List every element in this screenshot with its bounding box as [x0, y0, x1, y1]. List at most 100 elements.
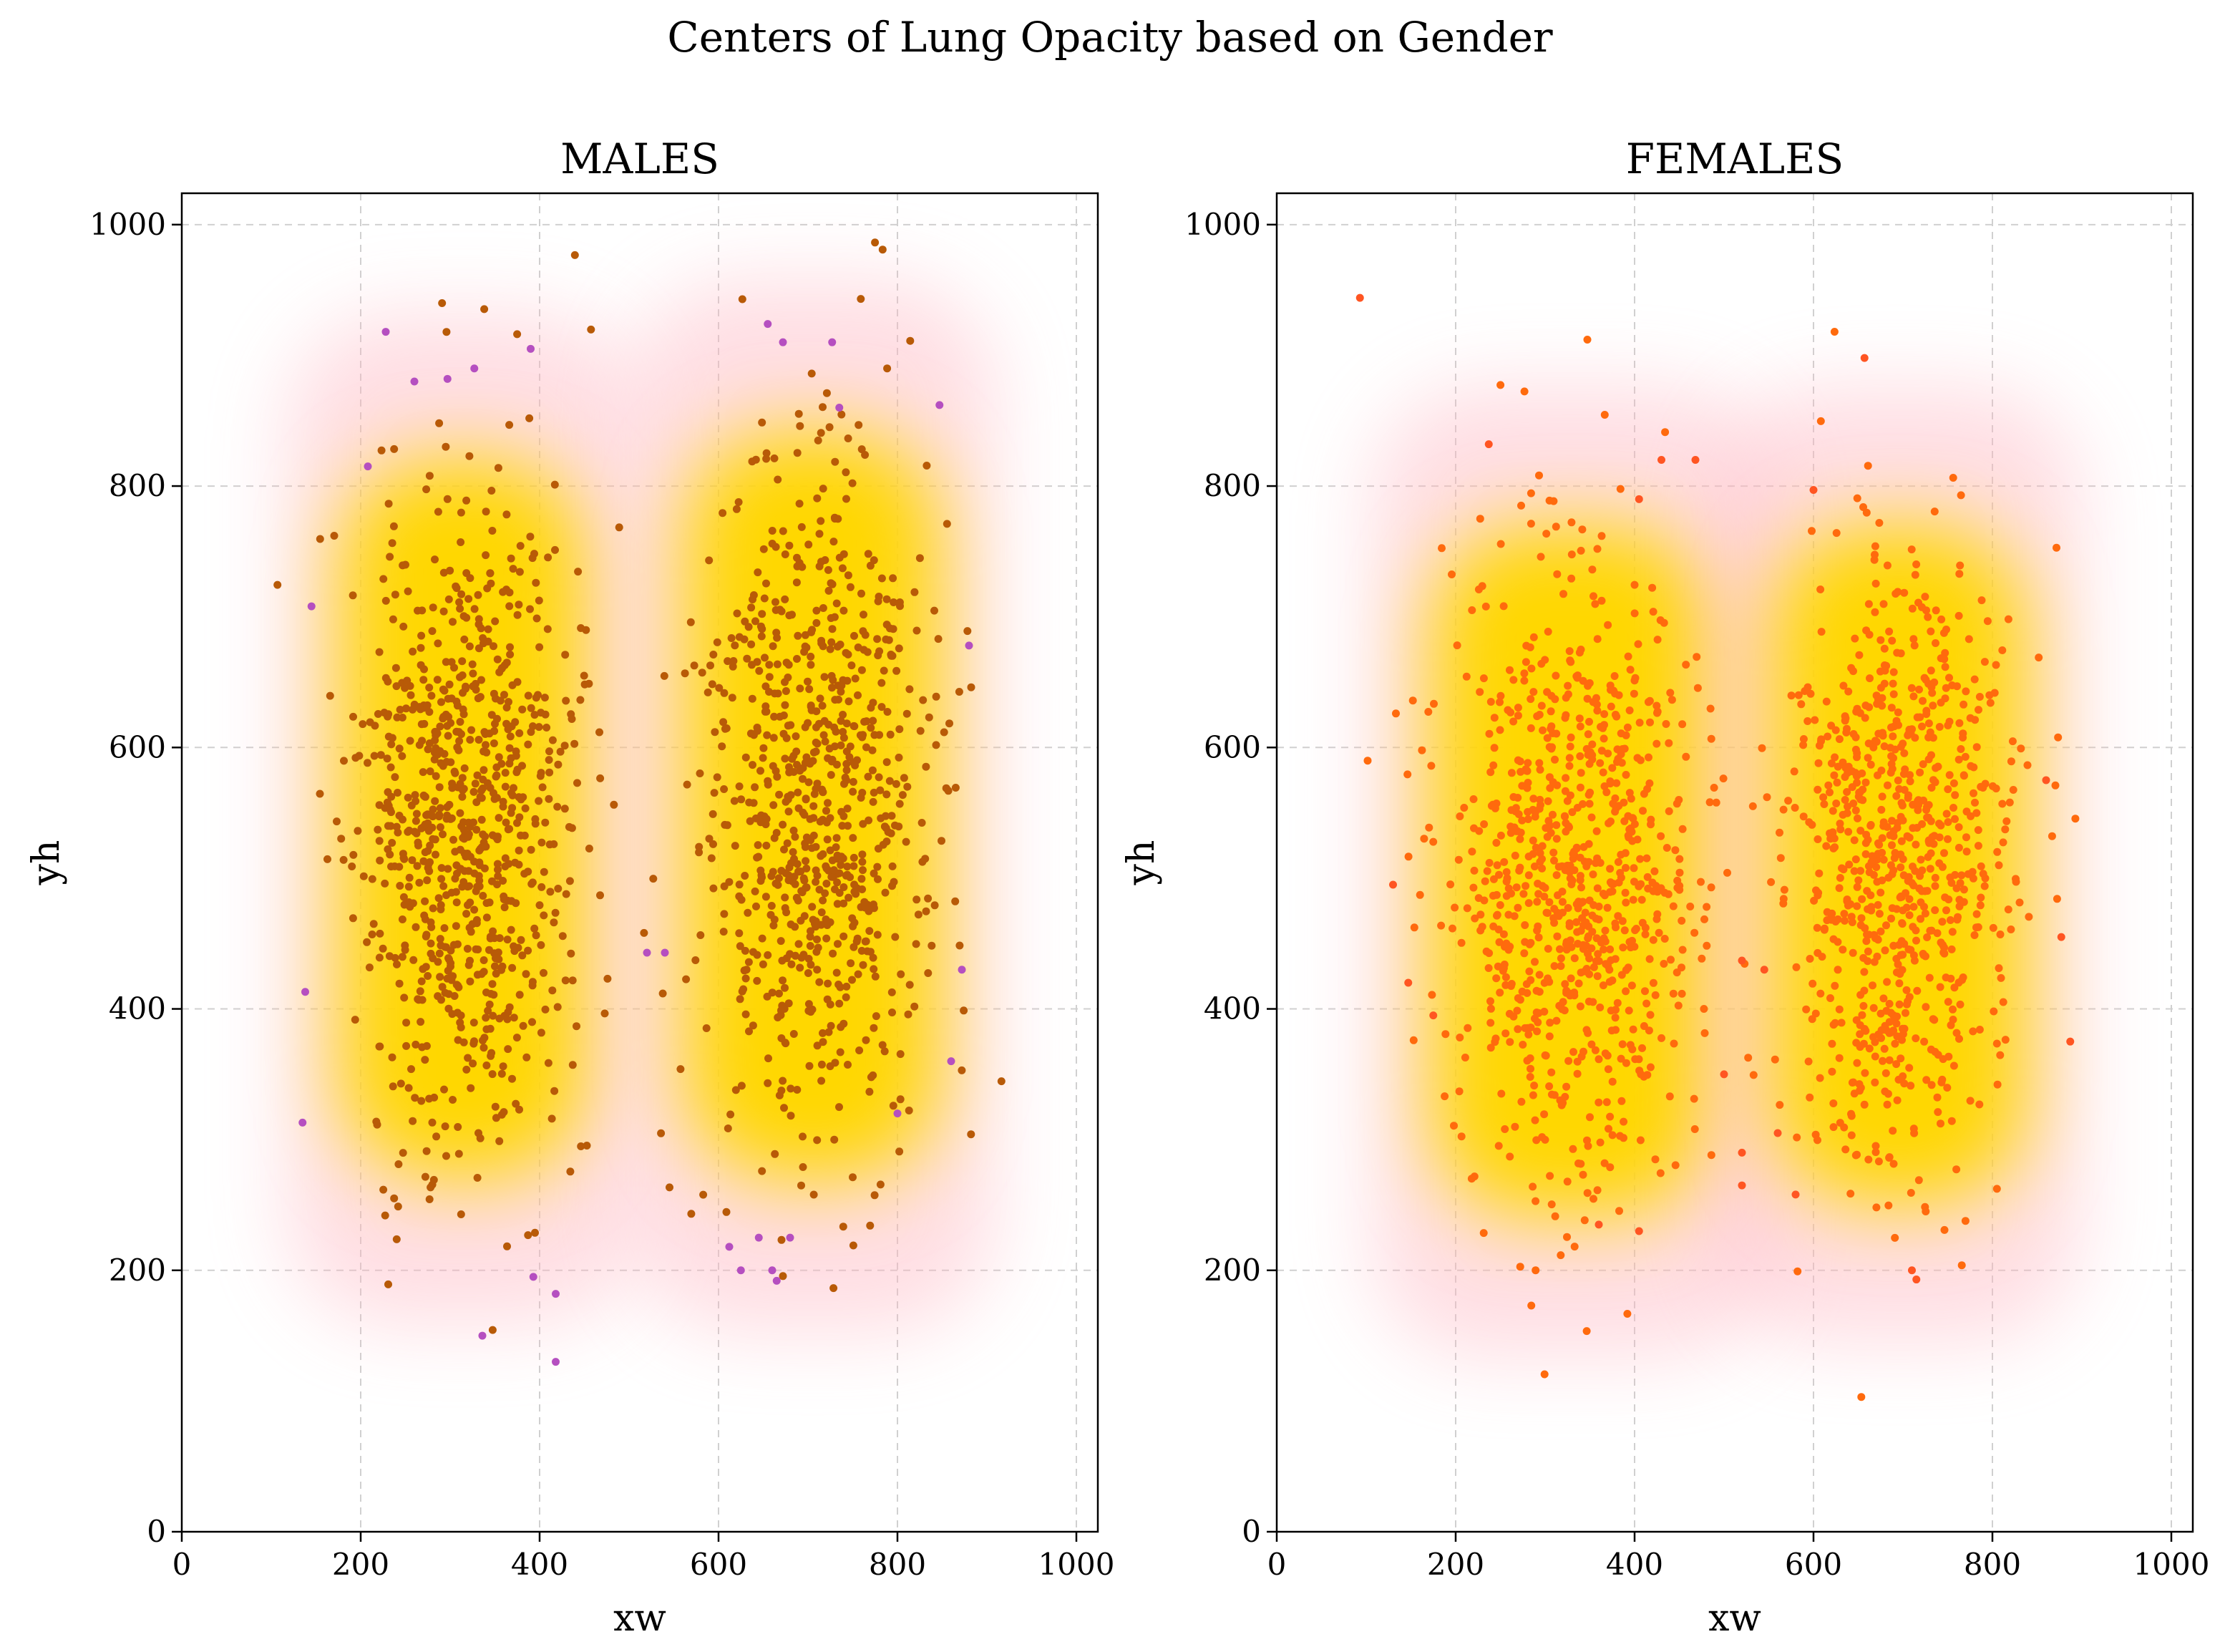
females-point: [1882, 661, 1891, 670]
males-point: [404, 883, 413, 891]
males-point: [550, 918, 558, 927]
males-point: [864, 772, 872, 781]
females-point: [1660, 935, 1669, 943]
females-point: [1467, 1175, 1476, 1183]
females-point: [1620, 926, 1629, 935]
males-point: [525, 414, 534, 422]
males-point: [573, 779, 581, 787]
males-outlier-point: [307, 602, 316, 611]
females-point: [1481, 877, 1489, 885]
males-point: [801, 631, 809, 639]
males-point: [826, 1000, 834, 1009]
males-outlier-point: [768, 1266, 776, 1275]
females-point: [1566, 989, 1574, 998]
males-point: [761, 653, 769, 662]
males-point: [458, 792, 467, 801]
males-point: [351, 754, 360, 762]
females-point: [1914, 1176, 1923, 1185]
females-point: [1557, 1101, 1566, 1109]
females-point: [1876, 888, 1885, 897]
females-point: [1543, 734, 1552, 742]
males-point: [749, 761, 756, 769]
females-point: [1552, 729, 1561, 738]
females-point: [1565, 762, 1574, 770]
males-point: [457, 590, 466, 598]
males-point: [836, 641, 844, 648]
females-point: [1962, 687, 1970, 696]
females-point: [1927, 627, 1935, 636]
females-point: [1424, 708, 1433, 716]
males-point: [462, 569, 471, 578]
males-point: [363, 938, 371, 946]
males-point: [852, 890, 860, 898]
females-point: [1776, 1101, 1784, 1109]
males-point: [488, 527, 497, 535]
females-point: [1496, 988, 1504, 997]
males-point: [787, 1084, 795, 1093]
females-point: [1622, 966, 1630, 974]
females-point: [1648, 583, 1657, 592]
males-point: [855, 421, 863, 429]
females-point: [1507, 806, 1516, 815]
females-point: [1576, 1002, 1584, 1011]
males-point: [858, 789, 867, 797]
females-point: [1507, 980, 1516, 988]
females-point: [1496, 901, 1504, 909]
males-xtick-label-200: 200: [332, 1547, 389, 1582]
males-point: [401, 704, 410, 713]
females-point: [1523, 767, 1532, 775]
females-point: [1962, 833, 1970, 842]
females-point: [1620, 817, 1629, 825]
males-point: [368, 931, 376, 938]
females-point: [1527, 695, 1535, 704]
females-point: [1589, 1195, 1597, 1203]
females-point: [1667, 956, 1675, 964]
females-point: [1831, 726, 1840, 734]
males-point: [804, 778, 813, 787]
males-title: MALES: [560, 135, 719, 183]
females-point: [1926, 926, 1934, 935]
females-point: [1524, 871, 1533, 880]
males-point: [960, 1006, 968, 1015]
males-point: [396, 882, 404, 890]
females-point: [1967, 812, 1975, 820]
females-point: [1537, 659, 1546, 668]
females-point: [1876, 927, 1885, 936]
males-point: [445, 800, 454, 809]
males-density: [286, 279, 995, 1333]
males-point: [560, 742, 569, 750]
females-point: [1957, 745, 1965, 753]
females-point: [1665, 1092, 1674, 1101]
males-point: [376, 929, 384, 938]
males-point: [556, 747, 565, 756]
females-point: [1486, 1019, 1495, 1027]
males-point: [702, 1024, 711, 1032]
males-point: [785, 763, 793, 772]
males-point: [873, 863, 882, 871]
males-point: [731, 1086, 740, 1094]
males-point: [431, 797, 439, 805]
females-point: [1652, 915, 1661, 923]
males-point: [793, 655, 801, 663]
females-point: [1905, 993, 1914, 1001]
females-point: [1547, 1068, 1556, 1077]
males-point: [412, 817, 420, 825]
females-point: [1931, 1048, 1939, 1056]
males-point: [709, 810, 717, 818]
females-point: [1597, 747, 1606, 755]
males-point: [515, 601, 523, 609]
females-point: [1909, 800, 1917, 809]
females-point: [1906, 771, 1914, 779]
females-point: [1441, 1030, 1450, 1039]
males-point: [866, 948, 875, 956]
males-panel: MALES 0 200 400 600 800 100002004006008001000…: [25, 135, 1114, 1640]
males-point: [841, 773, 849, 782]
females-point: [1966, 714, 1975, 722]
females-point: [1600, 734, 1608, 743]
males-point: [860, 717, 869, 726]
females-point: [1889, 679, 1897, 688]
males-point: [451, 769, 459, 777]
females-xtick-label-0: 0: [1267, 1547, 1287, 1582]
males-point: [809, 814, 818, 822]
males-point: [832, 834, 841, 842]
